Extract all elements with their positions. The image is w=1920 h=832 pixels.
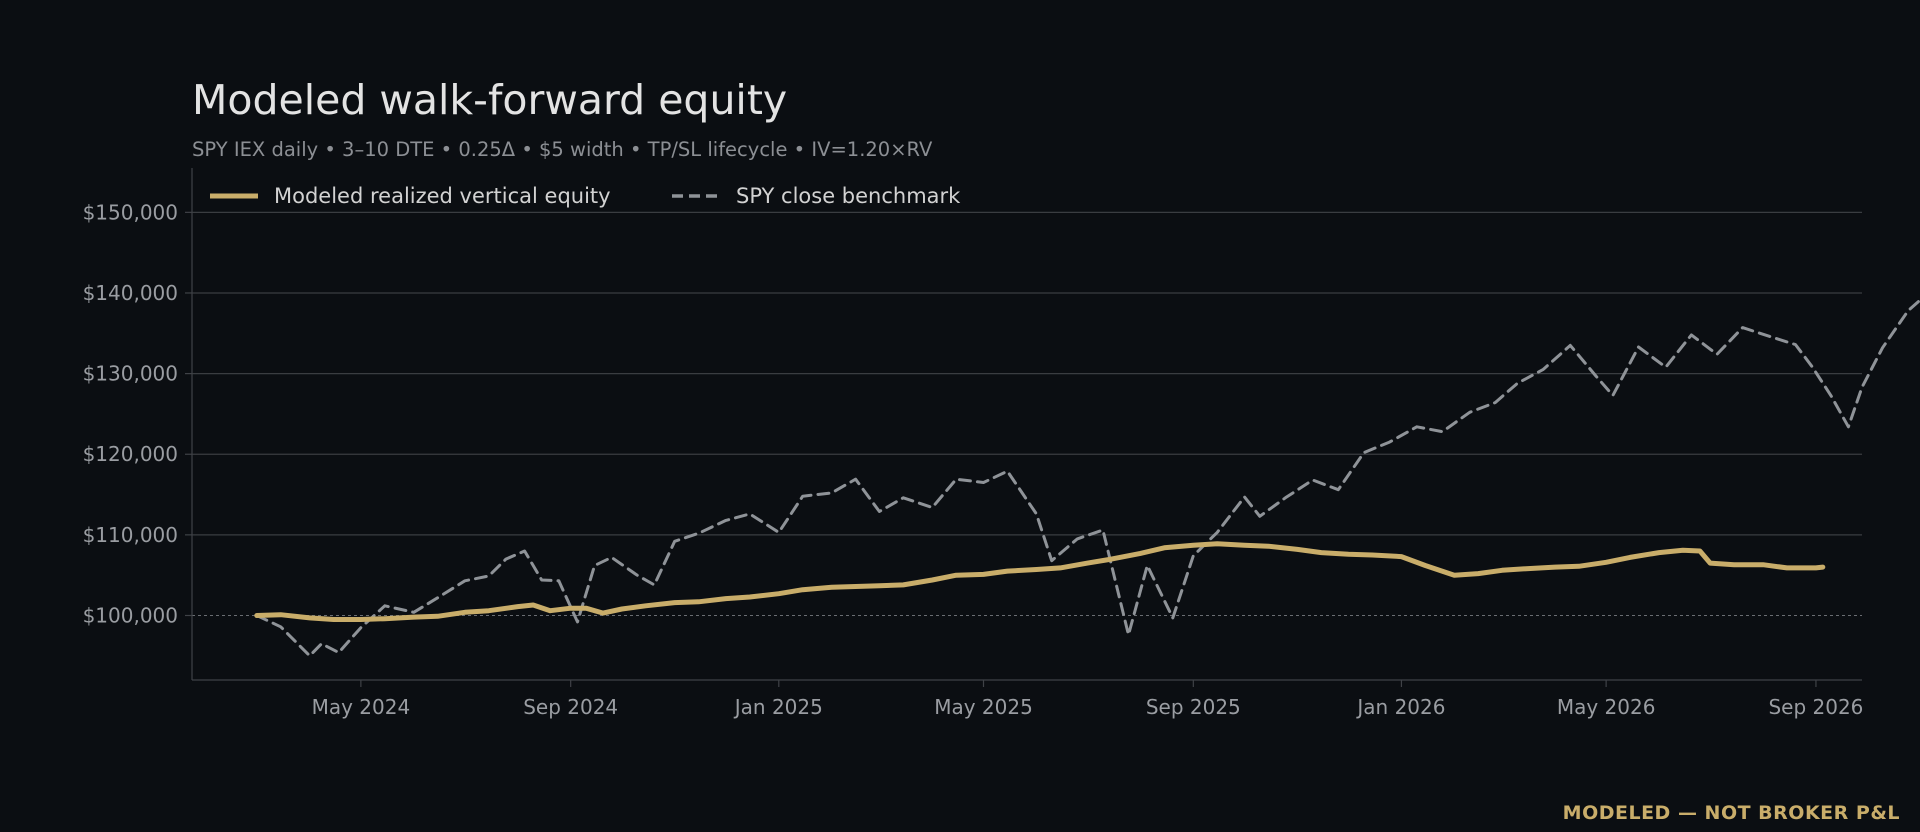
legend-label-equity: Modeled realized vertical equity xyxy=(274,184,611,208)
y-tick-label: $110,000 xyxy=(83,523,178,547)
series-lines xyxy=(254,298,1920,658)
benchmark-series-line xyxy=(255,298,1920,658)
x-tick-label: Jan 2026 xyxy=(1355,695,1445,719)
legend-label-benchmark: SPY close benchmark xyxy=(736,184,961,208)
y-tick-label: $140,000 xyxy=(83,281,178,305)
chart-title: Modeled walk-forward equity xyxy=(192,76,787,124)
x-tick-label: Jan 2025 xyxy=(733,695,823,719)
x-tick-label: Sep 2026 xyxy=(1768,695,1863,719)
x-tick-label: May 2025 xyxy=(934,695,1033,719)
y-tick-label: $150,000 xyxy=(83,200,178,224)
y-tick-labels: $100,000 $110,000 $120,000 $130,000 $140,000… xyxy=(83,200,178,627)
y-tick-label: $120,000 xyxy=(83,442,178,466)
x-tick-labels: May 2024 Sep 2024 Jan 2025 May 2025 Sep 2025… xyxy=(312,680,1863,719)
watermark: MODELED — NOT BROKER P&L xyxy=(1563,802,1900,824)
equity-series-line xyxy=(254,541,1826,622)
x-tick-label: May 2024 xyxy=(312,695,411,719)
chart-subtitle: SPY IEX daily • 3–10 DTE • 0.25Δ • $5 wi… xyxy=(192,138,933,161)
grid-lines xyxy=(185,211,1862,617)
x-tick-label: May 2026 xyxy=(1557,695,1656,719)
x-tick-label: Sep 2025 xyxy=(1146,695,1241,719)
axes xyxy=(191,168,1862,681)
y-tick-label: $130,000 xyxy=(83,362,178,386)
legend: Modeled realized vertical equity SPY clo… xyxy=(210,184,961,208)
y-tick-label: $100,000 xyxy=(83,603,178,627)
x-tick-label: Sep 2024 xyxy=(523,695,618,719)
